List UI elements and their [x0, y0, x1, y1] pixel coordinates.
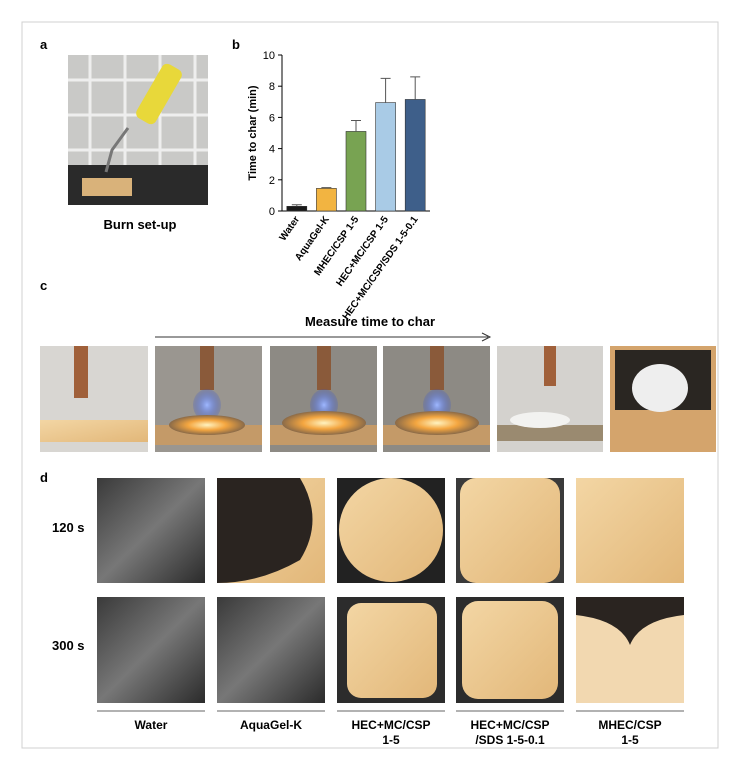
arrow-head — [481, 332, 492, 342]
panel-label: d — [40, 470, 48, 485]
bar — [316, 188, 337, 212]
column-label: 1-5 — [382, 733, 400, 747]
y-tick-label: 2 — [269, 175, 275, 187]
error-bar — [410, 76, 421, 100]
setup-photo — [68, 55, 208, 205]
y-tick-label: 0 — [269, 206, 275, 218]
error-bar — [291, 204, 302, 207]
y-axis-title: Time to char (min) — [247, 85, 259, 180]
x-tick-label: HEC+MC/CSP 1-5 — [334, 214, 391, 289]
y-tick-label: 4 — [269, 144, 275, 156]
bar — [345, 131, 367, 212]
column-label: AquaGel-K — [240, 718, 302, 732]
column-label: /SDS 1-5-0.1 — [475, 733, 545, 747]
error-bar — [380, 77, 391, 103]
error-bar — [321, 187, 332, 189]
row-label: 120 s — [52, 520, 85, 535]
bar — [404, 99, 426, 212]
y-tick-label: 6 — [269, 112, 275, 124]
bar — [375, 102, 396, 212]
arrow-label: Measure time to char — [305, 314, 435, 329]
caption: Burn set-up — [104, 217, 177, 232]
row-label: 300 s — [52, 638, 85, 653]
column-label: MHEC/CSP — [598, 718, 661, 732]
column-label: HEC+MC/CSP — [351, 718, 430, 732]
column-label: Water — [135, 718, 168, 732]
bar — [286, 206, 308, 212]
error-bar — [351, 120, 361, 132]
column-labels: Water AquaGel-K HEC+MC/CSP1-5HEC+MC/CSP/SD… — [97, 710, 684, 747]
surface-photos — [97, 478, 684, 703]
figure-border — [21, 21, 719, 749]
sequence-photos — [40, 346, 716, 452]
y-tick-label: 10 — [263, 50, 275, 62]
x-tick-label: Water — [278, 214, 303, 243]
y-tick-label: 8 — [269, 81, 275, 93]
column-label: 1-5 — [621, 733, 639, 747]
panel-label: a — [40, 37, 48, 52]
column-label: HEC+MC/CSP — [470, 718, 549, 732]
panel-label: b — [232, 37, 240, 52]
panel-label: c — [40, 278, 47, 293]
